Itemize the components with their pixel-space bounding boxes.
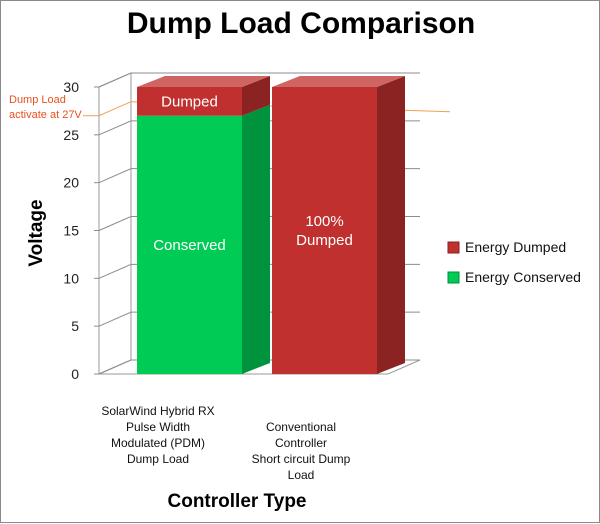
x-category-label: Dump Load xyxy=(127,452,189,466)
y-tick-label: 5 xyxy=(71,318,79,334)
bar-energy-dumped-front xyxy=(137,87,242,116)
bar-data-label: 100% xyxy=(305,213,343,230)
x-axis-title: Controller Type xyxy=(168,491,307,512)
gridline xyxy=(98,72,420,88)
chart-title: Dump Load Comparison xyxy=(127,7,475,40)
legend-swatch xyxy=(447,271,460,284)
y-tick-label: 0 xyxy=(71,366,79,382)
legend-swatch xyxy=(447,241,460,254)
legend-label: Energy Conserved xyxy=(465,269,581,285)
bar-top-face xyxy=(272,76,405,87)
x-category-label: Pulse Width xyxy=(126,420,190,434)
bar-data-label: Dumped xyxy=(296,232,353,249)
bar-data-label: Conserved xyxy=(153,237,226,254)
bar-top-face xyxy=(137,76,270,87)
bar-energy-dumped-side xyxy=(377,76,405,374)
y-tick-label: 10 xyxy=(63,270,79,286)
x-category-label: Short circuit Dump xyxy=(252,452,351,466)
annotation-text: activate at 27V xyxy=(9,109,82,121)
bar-energy-dumped-side xyxy=(242,76,270,116)
y-axis-title: Voltage xyxy=(26,199,47,266)
x-category-label: Conventional xyxy=(266,420,336,434)
x-category-label: Modulated (PDM) xyxy=(111,436,205,450)
y-tick-label: 15 xyxy=(63,223,79,239)
x-category-label: SolarWind Hybrid RX xyxy=(101,404,214,418)
bar-energy-conserved-front xyxy=(137,115,242,374)
annotation-text: Dump Load xyxy=(9,94,66,106)
y-tick-label: 25 xyxy=(63,127,79,143)
x-category-label: Load xyxy=(288,468,315,482)
bar-energy-conserved-side xyxy=(242,104,270,374)
x-category-label: Controller xyxy=(275,436,327,450)
y-tick-label: 20 xyxy=(63,175,79,191)
legend-label: Energy Dumped xyxy=(465,239,566,255)
bar-energy-dumped-front xyxy=(272,87,377,374)
y-tick-label: 30 xyxy=(63,79,79,95)
bar-data-label: Dumped xyxy=(161,93,218,110)
